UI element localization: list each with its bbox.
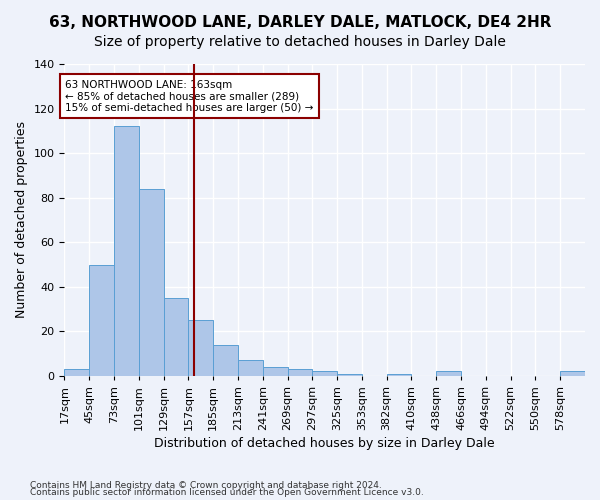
Text: Contains HM Land Registry data © Crown copyright and database right 2024.: Contains HM Land Registry data © Crown c… [30, 480, 382, 490]
Y-axis label: Number of detached properties: Number of detached properties [15, 122, 28, 318]
Bar [114, 126, 139, 376]
Text: 63 NORTHWOOD LANE: 163sqm
← 85% of detached houses are smaller (289)
15% of semi: 63 NORTHWOOD LANE: 163sqm ← 85% of detac… [65, 80, 314, 113]
Bar [139, 189, 164, 376]
Bar [89, 264, 114, 376]
Bar [337, 374, 362, 376]
X-axis label: Distribution of detached houses by size in Darley Dale: Distribution of detached houses by size … [154, 437, 495, 450]
Bar [213, 344, 238, 376]
Bar [287, 369, 313, 376]
Bar [560, 372, 585, 376]
Bar [188, 320, 213, 376]
Text: Contains public sector information licensed under the Open Government Licence v3: Contains public sector information licen… [30, 488, 424, 497]
Text: Size of property relative to detached houses in Darley Dale: Size of property relative to detached ho… [94, 35, 506, 49]
Bar [313, 372, 337, 376]
Bar [263, 367, 287, 376]
Bar [238, 360, 263, 376]
Bar [164, 298, 188, 376]
Bar [64, 369, 89, 376]
Text: 63, NORTHWOOD LANE, DARLEY DALE, MATLOCK, DE4 2HR: 63, NORTHWOOD LANE, DARLEY DALE, MATLOCK… [49, 15, 551, 30]
Bar [386, 374, 412, 376]
Bar [436, 372, 461, 376]
